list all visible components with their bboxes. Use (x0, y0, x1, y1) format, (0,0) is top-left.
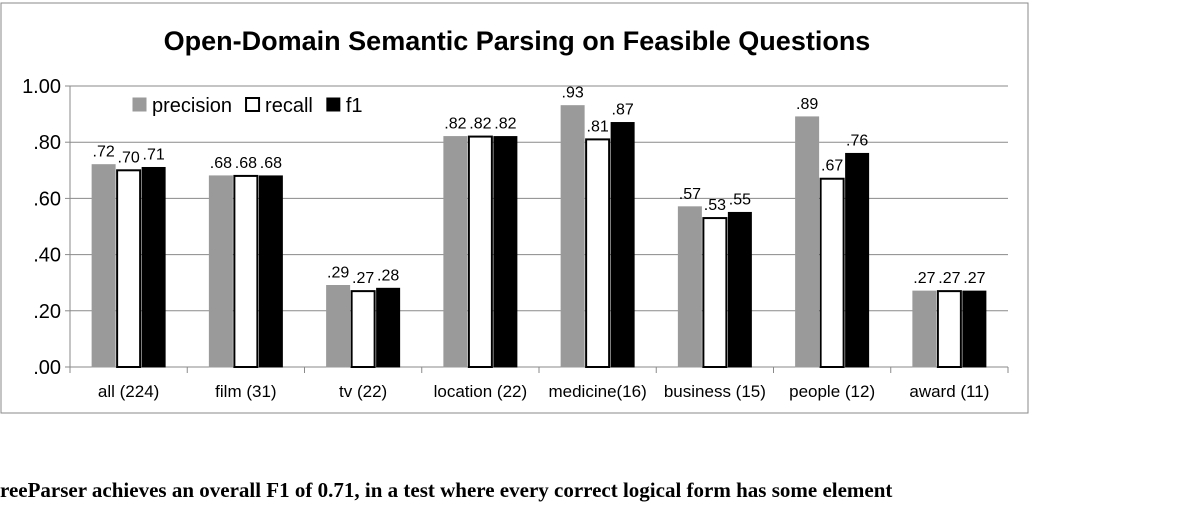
data-label: .81 (587, 118, 609, 135)
y-tick-label: 1.00 (22, 76, 61, 98)
bar-precision (326, 285, 351, 368)
bar-precision (91, 164, 116, 368)
data-label: .67 (821, 158, 843, 175)
x-tick-label: people (12) (789, 382, 875, 401)
x-tick-label: award (11) (909, 382, 989, 401)
y-tick-label: .40 (33, 245, 61, 267)
data-label: .68 (210, 155, 232, 172)
x-tick-label: medicine(16) (548, 382, 646, 401)
bar-f1 (727, 211, 752, 368)
bar-f1 (610, 122, 635, 368)
x-tick-label: film (31) (215, 382, 276, 401)
chart-frame: Open-Domain Semantic Parsing on Feasible… (0, 2, 1029, 414)
bar-precision (560, 105, 585, 368)
legend-label-recall: recall (265, 95, 313, 117)
bar-recall (936, 290, 962, 369)
data-label: .72 (93, 144, 115, 161)
y-tick-label: .20 (33, 301, 61, 323)
bar-recall (467, 135, 493, 368)
bar-recall (585, 138, 611, 368)
bar-recall (350, 290, 376, 369)
legend-label-f1: f1 (346, 95, 363, 117)
x-tick-label: location (22) (434, 382, 528, 401)
data-label: .28 (377, 267, 399, 284)
bar-recall (116, 169, 142, 368)
data-labels: .72.70.71.68.68.68.29.27.28.82.82.82.93.… (93, 85, 986, 287)
data-label: .57 (679, 186, 701, 203)
bar-f1 (258, 175, 283, 368)
data-label: .71 (143, 146, 165, 163)
data-label: .68 (235, 155, 257, 172)
bar-precision (912, 290, 937, 368)
legend-swatch-precision (132, 97, 147, 112)
data-label: .29 (327, 265, 349, 282)
axes: .00 .20 .40 .60 .80 1.00 all (224) film (31) tv … (22, 76, 1009, 401)
data-label: .76 (846, 132, 868, 149)
legend-swatch-f1 (326, 97, 341, 112)
bar-precision (795, 116, 820, 368)
bar-recall (819, 177, 845, 368)
bar-recall (233, 174, 259, 368)
data-label: .27 (913, 270, 935, 287)
figure-caption: reeParser achieves an overall F1 of 0.71… (0, 478, 893, 502)
bar-precision (677, 206, 702, 368)
y-tick-label: .00 (33, 357, 61, 379)
x-tick-label: business (15) (664, 382, 766, 401)
data-label: .27 (352, 270, 374, 287)
legend-swatch-recall (245, 97, 261, 112)
bars (91, 105, 987, 369)
bar-f1 (962, 290, 987, 368)
bar-f1 (845, 152, 870, 368)
data-label: .27 (963, 270, 985, 287)
bar-recall (702, 217, 728, 368)
x-tick-label: tv (22) (339, 382, 387, 401)
data-label: .68 (260, 155, 282, 172)
chart-title: Open-Domain Semantic Parsing on Feasible… (164, 26, 871, 56)
bar-precision (208, 175, 233, 368)
y-tick-label: .60 (33, 188, 61, 210)
data-label: .93 (562, 85, 584, 102)
x-tick-label: all (224) (98, 382, 159, 401)
legend-label-precision: precision (152, 95, 232, 117)
data-label: .70 (118, 149, 140, 166)
data-label: .82 (469, 116, 491, 133)
data-label: .55 (729, 191, 751, 208)
data-label: .82 (494, 116, 516, 133)
bar-f1 (141, 166, 166, 368)
bar-f1 (376, 287, 401, 368)
data-label: .87 (612, 102, 634, 119)
data-label: .27 (938, 270, 960, 287)
bar-f1 (493, 136, 518, 368)
data-label: .89 (796, 96, 818, 113)
data-label: .53 (704, 197, 726, 214)
y-tick-label: .80 (33, 132, 61, 154)
bar-chart: Open-Domain Semantic Parsing on Feasible… (0, 2, 1029, 414)
legend: precision recall f1 (132, 95, 363, 117)
bar-precision (443, 136, 468, 368)
data-label: .82 (444, 116, 466, 133)
